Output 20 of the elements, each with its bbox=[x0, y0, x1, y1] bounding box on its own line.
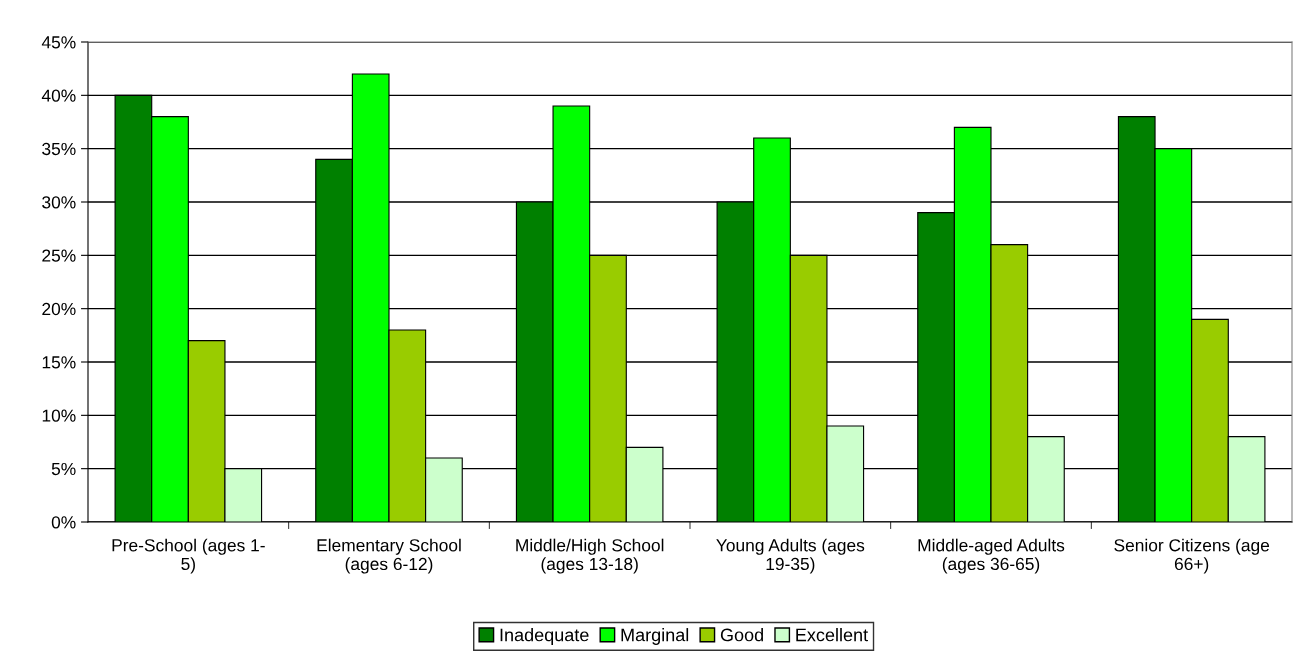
y-tick-label: 40% bbox=[41, 89, 76, 102]
x-tick-label: Elementary School (ages 6-12) bbox=[317, 538, 461, 574]
x-tick-label: Young Adults (ages 19-35) bbox=[716, 538, 865, 574]
y-tick-label: 35% bbox=[42, 142, 76, 156]
y-tick-label: 10% bbox=[42, 409, 76, 422]
y-tick-label: 15% bbox=[42, 356, 76, 369]
y-tick-label: 5% bbox=[51, 462, 76, 476]
x-tick-label: Pre-School (ages 1- 5) bbox=[112, 538, 265, 574]
x-tick-label: Senior Citizens (age 66+) bbox=[1114, 538, 1270, 574]
y-tick-label: 0% bbox=[51, 516, 76, 529]
x-tick-label: Middle/High School (ages 13-18) bbox=[516, 538, 664, 574]
y-tick-label: 45% bbox=[41, 36, 76, 49]
legend-label: Inadequate bbox=[500, 628, 589, 645]
legend-label: Excellent bbox=[796, 628, 868, 642]
x-tick-label: Middle-aged Adults (ages 36-65) bbox=[918, 538, 1065, 574]
legend-label: Marginal bbox=[621, 628, 689, 645]
y-tick-label: 30% bbox=[42, 196, 76, 209]
legend-label: Good bbox=[720, 628, 763, 642]
y-tick-label: 20% bbox=[42, 302, 76, 316]
y-tick-label: 25% bbox=[42, 249, 76, 262]
